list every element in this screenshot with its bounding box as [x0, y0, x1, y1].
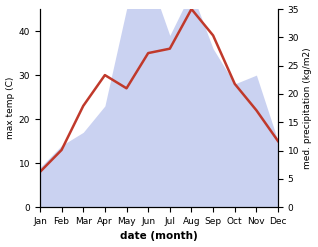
Y-axis label: max temp (C): max temp (C)	[5, 77, 15, 139]
X-axis label: date (month): date (month)	[120, 231, 198, 242]
Y-axis label: med. precipitation (kg/m2): med. precipitation (kg/m2)	[303, 47, 313, 169]
